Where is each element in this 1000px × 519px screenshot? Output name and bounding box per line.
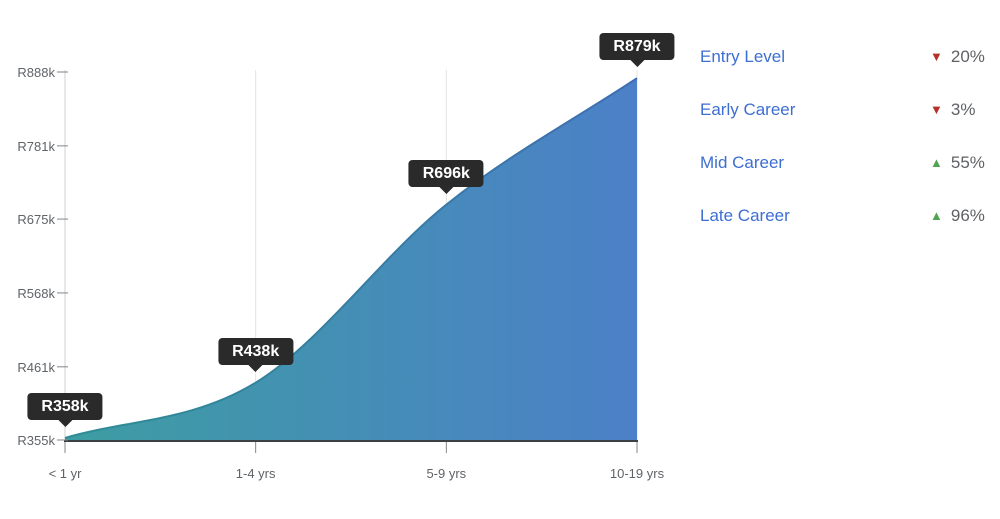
legend-item-label: Late Career [700,206,790,225]
x-axis-label: 5-9 yrs [426,466,467,481]
y-axis-label: R568k [17,285,55,301]
x-axis-label: 1-4 yrs [235,466,276,481]
y-axis-label: R461k [17,359,55,375]
legend-item: Early Career ▼ 3% [700,96,992,123]
legend-item-change: ▼ 20% [930,43,985,70]
trend-down-icon: ▼ [930,49,943,64]
legend-item: Mid Career ▲ 55% [700,149,992,176]
trend-up-icon: ▲ [930,155,943,170]
trend-down-icon: ▼ [930,102,943,117]
area-chart-svg[interactable] [0,0,700,519]
salary-curve-line [64,77,638,439]
y-axis-label: R781k [17,138,55,154]
x-axis-label: < 1 yr [48,466,82,481]
y-axis-label: R888k [17,65,55,80]
y-axis-label: R355k [17,433,55,448]
x-axis-label: 10-19 yrs [609,466,665,481]
legend-item-label: Mid Career [700,153,785,172]
trend-percentage: 96% [950,206,985,225]
trend-percentage: 20% [950,47,985,66]
salary-area-series[interactable] [65,78,637,441]
chart-area: R355k R461k R568k R675k R781k R888k < 1 yr 1-4… [0,0,700,519]
legend-item: Late Career ▲ 96% [700,202,992,229]
legend-item-change: ▼ 3% [930,96,975,123]
y-axis-label: R675k [17,212,55,228]
legend-item-label: Entry Level [700,47,786,66]
value-tooltip: R696k [408,159,484,194]
trend-percentage: 55% [950,153,985,172]
legend-item-label: Early Career [700,100,796,119]
trend-percentage: 3% [950,100,976,119]
legend-item-change: ▲ 55% [930,149,985,176]
value-tooltip: R358k [27,392,103,427]
value-tooltip: R879k [599,33,675,68]
legend-item-change: ▲ 96% [930,202,985,229]
value-tooltip: R438k [218,337,294,372]
trend-up-icon: ▲ [930,208,943,223]
legend-item: Entry Level ▼ 20% [700,43,992,70]
legend: Entry Level ▼ 20% Early Career ▼ 3% Mid Career… [700,43,992,255]
